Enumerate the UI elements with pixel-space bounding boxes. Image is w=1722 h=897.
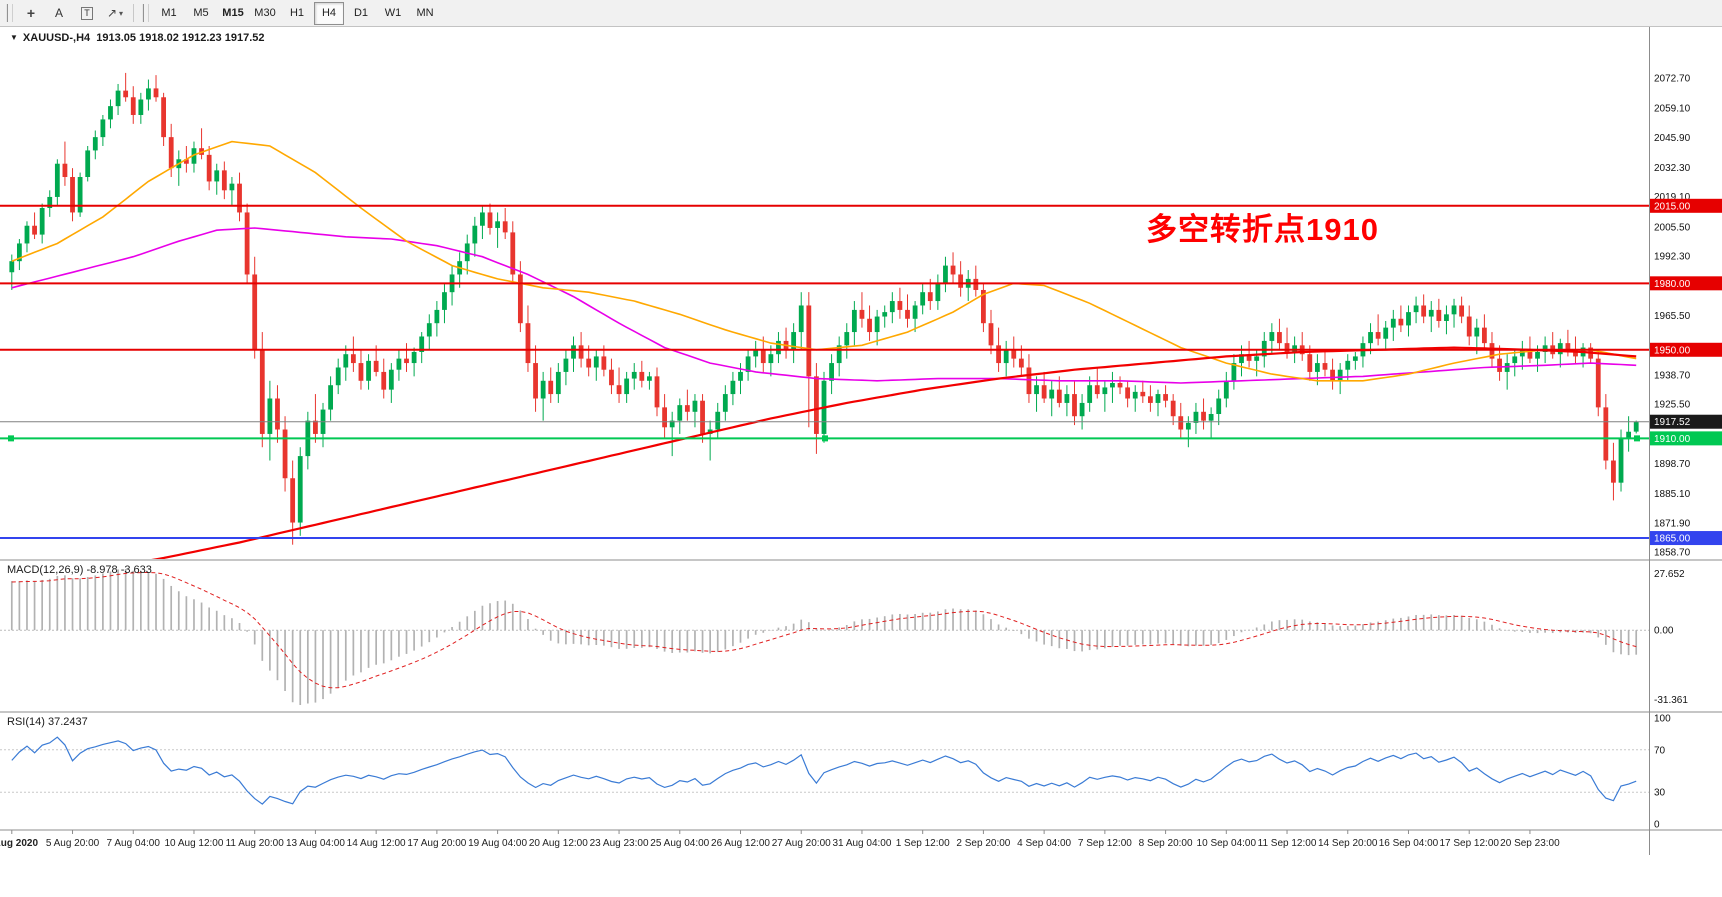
svg-text:1865.00: 1865.00 — [1654, 534, 1691, 545]
text-tool-icon: T — [81, 6, 93, 20]
svg-text:1938.70: 1938.70 — [1654, 370, 1691, 381]
shapes-tool-button[interactable]: ↗ ▾ — [102, 2, 128, 24]
timeframe-button-W1[interactable]: W1 — [384, 7, 402, 19]
svg-text:17 Sep 12:00: 17 Sep 12:00 — [1439, 838, 1499, 849]
svg-text:2015.00: 2015.00 — [1654, 201, 1691, 212]
svg-text:14 Sep 20:00: 14 Sep 20:00 — [1318, 838, 1378, 849]
toolbar: + A T ↗ ▾ M1 M5 M15 M30 H1 H4 D1 W1 MN — [0, 0, 1722, 27]
timeframe-button-D1[interactable]: D1 — [353, 7, 369, 19]
svg-text:-31.361: -31.361 — [1654, 695, 1688, 706]
timeframe-button-M30[interactable]: M30 — [254, 7, 276, 19]
svg-text:4 Sep 04:00: 4 Sep 04:00 — [1017, 838, 1071, 849]
svg-text:70: 70 — [1654, 745, 1666, 756]
svg-text:11 Aug 20:00: 11 Aug 20:00 — [226, 838, 285, 849]
svg-text:30: 30 — [1654, 788, 1666, 799]
price-box-1910.00 — [1650, 431, 1722, 446]
timeframe-button-H1[interactable]: H1 — [289, 7, 305, 19]
price-box-1980.00 — [1650, 276, 1722, 291]
ma-line-magenta — [11, 227, 1637, 384]
timeframe-button-M1[interactable]: M1 — [161, 7, 177, 19]
svg-text:2032.30: 2032.30 — [1654, 163, 1691, 174]
svg-text:27.652: 27.652 — [1654, 569, 1685, 580]
symbol-quote-text: XAUUSD-,H4 1913.05 1918.02 1912.23 1917.… — [22, 32, 265, 44]
svg-text:1898.70: 1898.70 — [1654, 459, 1691, 470]
svg-text:7 Sep 12:00: 7 Sep 12:00 — [1078, 838, 1132, 849]
macd-indicator-label: MACD(12,26,9) -8.978 -3.633 — [7, 564, 152, 576]
price-annotation[interactable]: 多空转折点1910 — [1146, 212, 1379, 247]
svg-text:26 Aug 12:00: 26 Aug 12:00 — [711, 838, 770, 849]
indicator-axis-labels: 27.652 0.00 -31.361 100 70 30 0 — [1654, 569, 1688, 831]
svg-text:20 Sep 23:00: 20 Sep 23:00 — [1500, 838, 1560, 849]
macd-signal-line — [11, 571, 1637, 689]
text-tool-button[interactable]: T — [74, 2, 100, 24]
svg-text:1910.00: 1910.00 — [1654, 434, 1691, 445]
hline-handles-1910.00[interactable] — [8, 435, 1640, 442]
svg-text:7 Aug 04:00: 7 Aug 04:00 — [107, 838, 161, 849]
rsi-indicator-label: RSI(14) 37.2437 — [7, 716, 88, 728]
chevron-down-icon: ▾ — [119, 8, 124, 18]
svg-text:2005.50: 2005.50 — [1654, 222, 1691, 233]
svg-text:13 Aug 04:00: 13 Aug 04:00 — [286, 838, 345, 849]
crosshair-icon: + — [26, 5, 36, 21]
price-box-2015.00 — [1650, 198, 1722, 213]
price-box-1865.00 — [1650, 531, 1722, 546]
svg-text:2045.90: 2045.90 — [1654, 133, 1691, 144]
svg-text:8 Sep 20:00: 8 Sep 20:00 — [1139, 838, 1193, 849]
svg-text:2059.10: 2059.10 — [1654, 104, 1691, 115]
svg-text:1885.10: 1885.10 — [1654, 489, 1691, 500]
arrow-shape-icon: ↗ — [106, 6, 118, 20]
svg-text:1980.00: 1980.00 — [1654, 279, 1691, 290]
timeframe-button-M5[interactable]: M5 — [193, 7, 209, 19]
macd-histogram — [10, 569, 1638, 705]
svg-text:10 Aug 12:00: 10 Aug 12:00 — [164, 838, 223, 849]
svg-text:14 Aug 12:00: 14 Aug 12:00 — [347, 838, 406, 849]
toolbar-grip[interactable] — [6, 4, 13, 22]
candlesticks — [9, 72, 1639, 545]
timeframe-toolbar-grip[interactable] — [142, 4, 149, 22]
svg-text:11 Sep 12:00: 11 Sep 12:00 — [1258, 838, 1317, 849]
svg-text:1917.52: 1917.52 — [1654, 417, 1691, 428]
svg-text:100: 100 — [1654, 714, 1671, 725]
svg-text:1871.90: 1871.90 — [1654, 518, 1691, 529]
svg-text:2019.10: 2019.10 — [1654, 192, 1691, 203]
svg-text:4 Aug 2020: 4 Aug 2020 — [0, 838, 38, 849]
price-axis-labels: 2072.70 2059.10 2045.90 2032.30 2019.10 2005.… — [1654, 74, 1691, 559]
svg-text:1858.70: 1858.70 — [1654, 548, 1691, 559]
svg-text:1925.50: 1925.50 — [1654, 400, 1691, 411]
rsi-line — [11, 736, 1637, 805]
price-box-1950.00 — [1650, 342, 1722, 357]
svg-text:1 Sep 12:00: 1 Sep 12:00 — [896, 838, 950, 849]
toolbar-separator — [133, 4, 134, 22]
svg-text:2072.70: 2072.70 — [1654, 74, 1691, 85]
symbol-quote: ▼ XAUUSD-,H4 1913.05 1918.02 1912.23 1917… — [10, 32, 264, 44]
timeframe-group: M1 M5 M15 M30 H1 H4 D1 W1 MN — [153, 1, 441, 25]
svg-text:0.00: 0.00 — [1654, 626, 1674, 637]
text-label-icon: A — [54, 6, 63, 20]
text-label-tool-button[interactable]: A — [46, 2, 72, 24]
svg-text:1965.50: 1965.50 — [1654, 311, 1691, 322]
svg-text:0: 0 — [1654, 820, 1660, 831]
svg-text:1950.00: 1950.00 — [1654, 345, 1691, 356]
svg-text:10 Sep 04:00: 10 Sep 04:00 — [1197, 838, 1257, 849]
svg-text:27 Aug 20:00: 27 Aug 20:00 — [772, 838, 831, 849]
crosshair-tool-button[interactable]: + — [18, 2, 44, 24]
svg-text:16 Sep 04:00: 16 Sep 04:00 — [1379, 838, 1439, 849]
symbol-marker-icon: ▼ — [10, 33, 18, 42]
timeframe-button-MN[interactable]: MN — [416, 7, 434, 19]
timeframe-button-M15[interactable]: M15 — [222, 7, 244, 19]
svg-text:5 Aug 20:00: 5 Aug 20:00 — [46, 838, 100, 849]
svg-text:23 Aug 23:00: 23 Aug 23:00 — [590, 838, 649, 849]
svg-text:17 Aug 20:00: 17 Aug 20:00 — [407, 838, 466, 849]
svg-text:31 Aug 04:00: 31 Aug 04:00 — [832, 838, 891, 849]
current-price-box — [1650, 414, 1722, 429]
svg-text:19 Aug 04:00: 19 Aug 04:00 — [468, 838, 527, 849]
svg-text:20 Aug 12:00: 20 Aug 12:00 — [529, 838, 588, 849]
svg-text:25 Aug 04:00: 25 Aug 04:00 — [650, 838, 709, 849]
svg-text:2 Sep 20:00: 2 Sep 20:00 — [956, 838, 1010, 849]
timeframe-button-H4[interactable]: H4 — [314, 1, 344, 25]
svg-text:1992.30: 1992.30 — [1654, 252, 1691, 263]
